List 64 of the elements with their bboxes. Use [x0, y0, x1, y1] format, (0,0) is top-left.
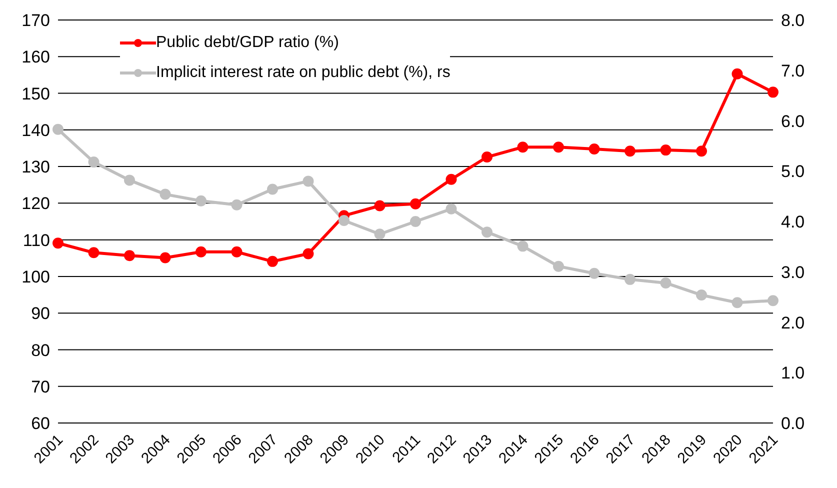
y-tick-label: 170 [22, 11, 50, 30]
point [410, 198, 421, 210]
y2-tick-label: 5.0 [781, 162, 805, 182]
point [124, 174, 135, 186]
point [446, 174, 457, 185]
point [732, 297, 743, 308]
legend-label: Implicit interest rate on public debt (%), rs [156, 63, 450, 83]
point [660, 144, 672, 156]
legend-label: Public debt/GDP ratio (%) [156, 33, 339, 53]
point [267, 184, 278, 195]
point [553, 260, 564, 272]
point [302, 176, 314, 187]
y-tick-label: 70 [31, 377, 50, 396]
point [482, 226, 492, 238]
point [52, 124, 64, 135]
y2-tick-label: 3.0 [781, 262, 805, 282]
point [88, 247, 100, 258]
y-tick-label: 60 [31, 414, 50, 434]
y2-tick-label: 1.0 [781, 364, 805, 383]
y-tick-label: 80 [31, 340, 50, 360]
point [124, 250, 135, 262]
point [231, 246, 242, 258]
point [768, 86, 778, 98]
y-tick-label: 140 [22, 120, 50, 140]
point [446, 203, 457, 214]
y2-tick-label: 6.0 [781, 112, 805, 131]
point [374, 228, 386, 240]
y-tick-label: 90 [31, 304, 50, 324]
y-tick-label: 120 [22, 194, 50, 214]
point [696, 290, 707, 301]
point [410, 216, 421, 227]
point [588, 268, 600, 279]
point [338, 214, 350, 226]
y2-tick-label: 8.0 [781, 11, 805, 30]
y2-tick-label: 7.0 [781, 61, 805, 80]
y2-tick-label: 4.0 [781, 212, 805, 232]
point [302, 248, 314, 260]
point [517, 142, 528, 153]
point [88, 156, 100, 168]
point [660, 277, 672, 288]
point [624, 146, 636, 157]
point [160, 188, 171, 200]
y-tick-label: 160 [22, 48, 50, 67]
point [768, 295, 778, 306]
point [374, 200, 386, 212]
point [52, 238, 64, 249]
point [517, 240, 528, 252]
y-tick-label: 100 [22, 267, 50, 286]
y-tick-label: 130 [22, 158, 50, 177]
point [553, 142, 564, 153]
y-tick-label: 150 [22, 84, 50, 104]
point [267, 256, 278, 267]
point [624, 274, 636, 285]
y2-tick-label: 0.0 [781, 414, 805, 434]
point [196, 195, 206, 206]
y-tick-label: 110 [22, 230, 50, 250]
point [196, 246, 206, 258]
point [696, 146, 707, 157]
point [231, 199, 242, 210]
point [732, 68, 743, 80]
point [588, 143, 600, 154]
point [160, 252, 171, 264]
y2-tick-label: 2.0 [781, 313, 805, 332]
point [482, 152, 492, 163]
